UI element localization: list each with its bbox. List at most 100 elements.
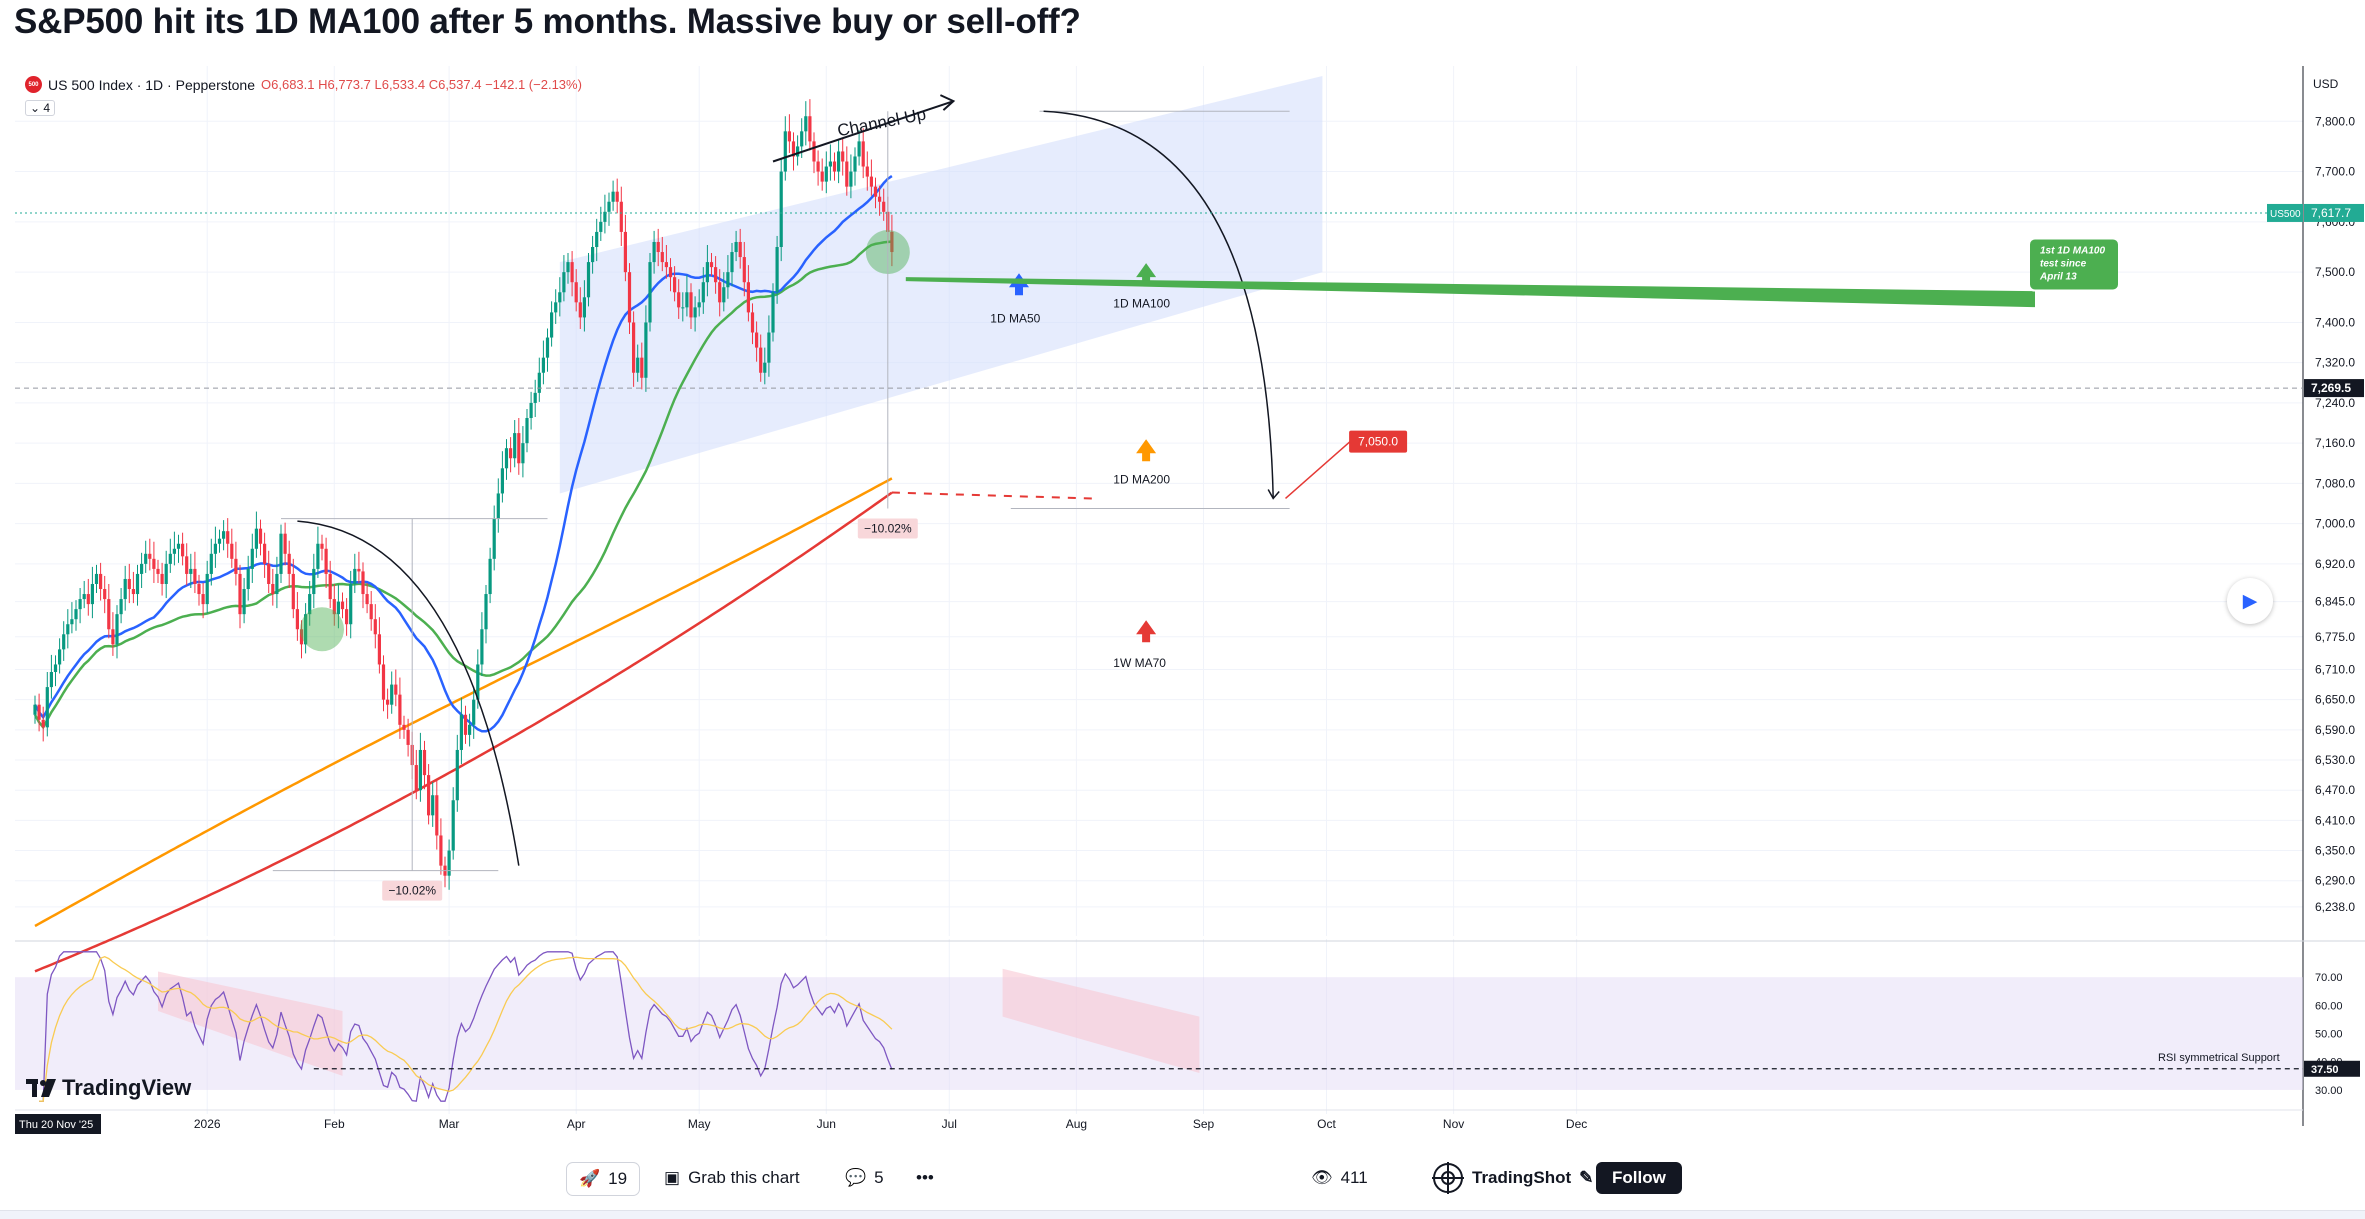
candle-body <box>603 211 607 222</box>
time-tick-label: Dec <box>1566 1117 1587 1131</box>
candle-body <box>217 538 222 544</box>
candle-body <box>312 568 316 595</box>
candle-body <box>832 161 837 172</box>
candle-body <box>878 196 882 202</box>
candle-body <box>816 161 820 172</box>
candle-body <box>619 201 623 232</box>
candle-body <box>324 548 328 574</box>
price-tick-label: 7,080.0 <box>2315 476 2355 490</box>
candle-body <box>402 724 406 730</box>
views-count: 411 <box>1340 1168 1368 1187</box>
chart-area[interactable]: Channel Up 1D MA50 1D MA100 1D MA200 1W MA70… <box>15 66 2365 1138</box>
candle-body <box>111 629 115 645</box>
symbol-legend: 500 US 500 Index · 1D · Pepperstone O6,6… <box>25 76 582 93</box>
candle-body <box>849 171 853 187</box>
candle-body <box>431 795 435 816</box>
channel-arrowhead <box>939 94 956 111</box>
price-tick-label: 6,920.0 <box>2315 557 2355 571</box>
candle-body <box>537 372 541 393</box>
candle-body <box>271 583 275 595</box>
ma-line-1d-ma200 <box>34 477 893 928</box>
image-icon: ▣ <box>664 1168 681 1187</box>
candle-body <box>566 262 570 273</box>
candle-body <box>804 116 808 132</box>
candle-body <box>578 302 582 318</box>
candle-body <box>258 528 263 544</box>
candle-body <box>176 543 181 549</box>
boost-button[interactable]: 🚀 19 <box>566 1162 641 1196</box>
candle-body <box>615 191 619 202</box>
candle-body <box>796 146 800 157</box>
indicators-toggle[interactable]: ⌄ 4 <box>25 100 56 116</box>
candle-body <box>455 749 459 801</box>
candle-body <box>763 362 767 373</box>
candle-body <box>295 609 299 630</box>
comments-count: 5 <box>874 1168 884 1187</box>
candle-body <box>267 563 271 584</box>
time-tick-label: Oct <box>1317 1117 1336 1131</box>
candle-body <box>94 573 99 584</box>
arc-path-1 <box>297 520 520 866</box>
candle-body <box>545 337 550 358</box>
play-icon: ▶ <box>2242 590 2258 612</box>
candle-body <box>718 282 722 303</box>
callout-line-3: April 13 <box>2039 271 2077 282</box>
symbol-name[interactable]: US 500 Index · 1D · Pepperstone <box>48 76 256 93</box>
candle-body <box>459 714 463 750</box>
candle-body <box>554 302 558 313</box>
time-tick-label: Jun <box>817 1117 836 1131</box>
candle-body <box>119 599 123 615</box>
candle-body <box>254 528 258 549</box>
candle-body <box>500 468 504 494</box>
candle-body <box>373 619 377 635</box>
candle-body <box>595 231 599 248</box>
arrow-ma50-icon <box>1009 273 1029 296</box>
candle-body <box>586 262 591 298</box>
candle-body <box>820 171 824 182</box>
candle-body <box>168 553 172 564</box>
candle-body <box>742 257 746 283</box>
channel-arrow-line <box>772 100 954 163</box>
candle-body <box>890 231 894 253</box>
start-date-label: Thu 20 Nov '25 <box>19 1119 93 1131</box>
tradingview-branding[interactable]: TradingView <box>26 1075 191 1101</box>
time-tick-label: 2026 <box>194 1117 221 1131</box>
arc-arrowhead <box>1267 489 1280 500</box>
candle-body <box>291 573 295 610</box>
price-tick-label: 7,160.0 <box>2315 436 2355 450</box>
boost-count: 19 <box>608 1169 628 1188</box>
rsi-support-tag: 37.50 <box>2311 1064 2339 1076</box>
annotation-1d-ma200: 1D MA200 <box>1113 472 1170 486</box>
candle-body <box>730 252 734 273</box>
candle-body <box>418 749 422 791</box>
candle-body <box>320 543 324 549</box>
comments-button[interactable]: 💬 5 <box>845 1162 884 1194</box>
candle-body <box>476 664 480 700</box>
candle-body <box>492 518 496 559</box>
candle-body <box>648 262 652 323</box>
candle-body <box>226 531 230 544</box>
candle-body <box>357 568 361 572</box>
candle-body <box>513 433 517 459</box>
more-button[interactable]: ••• <box>916 1162 934 1194</box>
grab-chart-button[interactable]: ▣ Grab this chart <box>664 1162 800 1194</box>
candle-body <box>33 704 37 715</box>
candle-body <box>369 604 373 620</box>
candle-body <box>197 583 201 595</box>
candle-body <box>394 684 398 695</box>
time-tick-label: Jul <box>942 1117 957 1131</box>
candle-body <box>230 543 234 559</box>
play-button[interactable]: ▶ <box>2227 578 2273 624</box>
candle-body <box>607 201 611 212</box>
candle-body <box>632 322 636 373</box>
arrow-ma200-icon <box>1136 439 1157 462</box>
rsi-support-tag-bg <box>2304 1060 2360 1077</box>
candle-body <box>550 312 554 338</box>
follow-button[interactable]: Follow <box>1596 1162 1682 1194</box>
author-link[interactable]: TradingShot ✎ <box>1432 1162 1593 1194</box>
candle-body <box>398 694 402 725</box>
measure-label-1: −10.02% <box>388 884 436 898</box>
measure-label-2: −10.02% <box>864 522 912 536</box>
price-tick-label: 7,000.0 <box>2315 517 2355 531</box>
